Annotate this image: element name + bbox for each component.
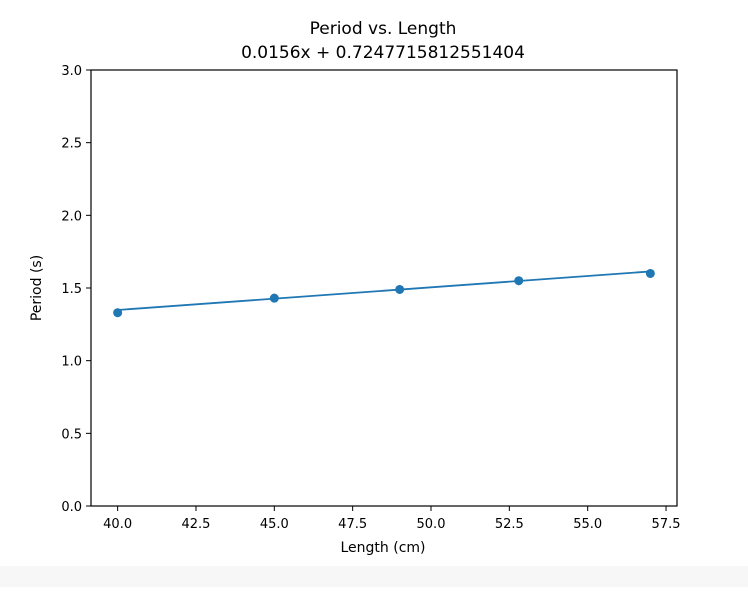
y-tick-label: 3.0 bbox=[61, 64, 82, 79]
y-tick-label: 0.5 bbox=[61, 427, 82, 442]
y-tick-label: 2.5 bbox=[61, 137, 82, 152]
bottom-strip bbox=[0, 566, 748, 587]
data-point bbox=[113, 308, 123, 318]
data-point bbox=[514, 276, 524, 286]
chart-subtitle: 0.0156x + 0.7247715812551404 bbox=[241, 43, 525, 63]
y-axis-label: Period (s) bbox=[29, 255, 45, 321]
data-marks-layer bbox=[113, 268, 655, 318]
y-tick-label: 1.5 bbox=[61, 282, 82, 297]
y-tick-label: 1.0 bbox=[61, 355, 82, 370]
x-tick-label: 40.0 bbox=[103, 517, 132, 532]
x-ticks: 40.0 42.5 45.0 47.5 50.0 52.5 55.0 57.5 bbox=[103, 506, 681, 532]
y-tick-label: 2.0 bbox=[61, 209, 82, 224]
x-tick-label: 52.5 bbox=[495, 517, 524, 532]
fit-line bbox=[117, 270, 651, 311]
x-tick-label: 55.0 bbox=[573, 517, 602, 532]
x-tick-label: 45.0 bbox=[260, 517, 289, 532]
x-tick-label: 57.5 bbox=[652, 517, 681, 532]
data-point bbox=[269, 293, 279, 303]
chart-title: Period vs. Length bbox=[310, 19, 457, 39]
data-point bbox=[645, 268, 655, 278]
x-tick-label: 47.5 bbox=[338, 517, 367, 532]
data-point bbox=[395, 284, 405, 294]
x-tick-label: 50.0 bbox=[417, 517, 446, 532]
y-ticks: 0.0 0.5 1.0 1.5 2.0 2.5 3.0 bbox=[61, 64, 91, 515]
x-tick-label: 42.5 bbox=[182, 517, 211, 532]
fit-line-layer bbox=[117, 270, 651, 311]
y-tick-label: 0.0 bbox=[61, 500, 82, 515]
x-axis-label: Length (cm) bbox=[341, 540, 426, 556]
plot-frame bbox=[90, 69, 678, 507]
